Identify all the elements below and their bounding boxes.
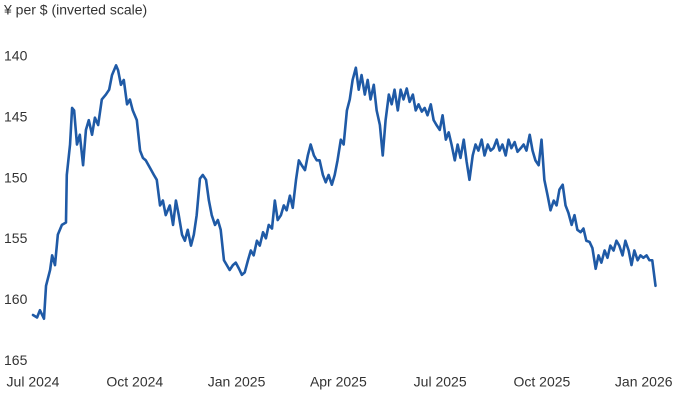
- data-line: [31, 64, 657, 321]
- y-tick-label: 160: [4, 291, 28, 307]
- x-tick-label: Oct 2025: [514, 374, 571, 390]
- x-tick-label: Apr 2025: [310, 374, 367, 390]
- y-tick-label: 165: [4, 352, 28, 368]
- x-tick-label: Jul 2024: [7, 374, 60, 390]
- y-tick-label: 145: [4, 108, 28, 124]
- y-tick-label: 150: [4, 169, 28, 185]
- y-tick-label: 155: [4, 230, 28, 246]
- y-tick-label: 140: [4, 48, 28, 64]
- x-tick-label: Jul 2025: [414, 374, 467, 390]
- y-axis-label: ¥ per $ (inverted scale): [3, 2, 147, 18]
- x-tick-label: Oct 2024: [106, 374, 163, 390]
- x-tick-label: Jan 2025: [208, 374, 266, 390]
- x-tick-label: Jan 2026: [615, 374, 673, 390]
